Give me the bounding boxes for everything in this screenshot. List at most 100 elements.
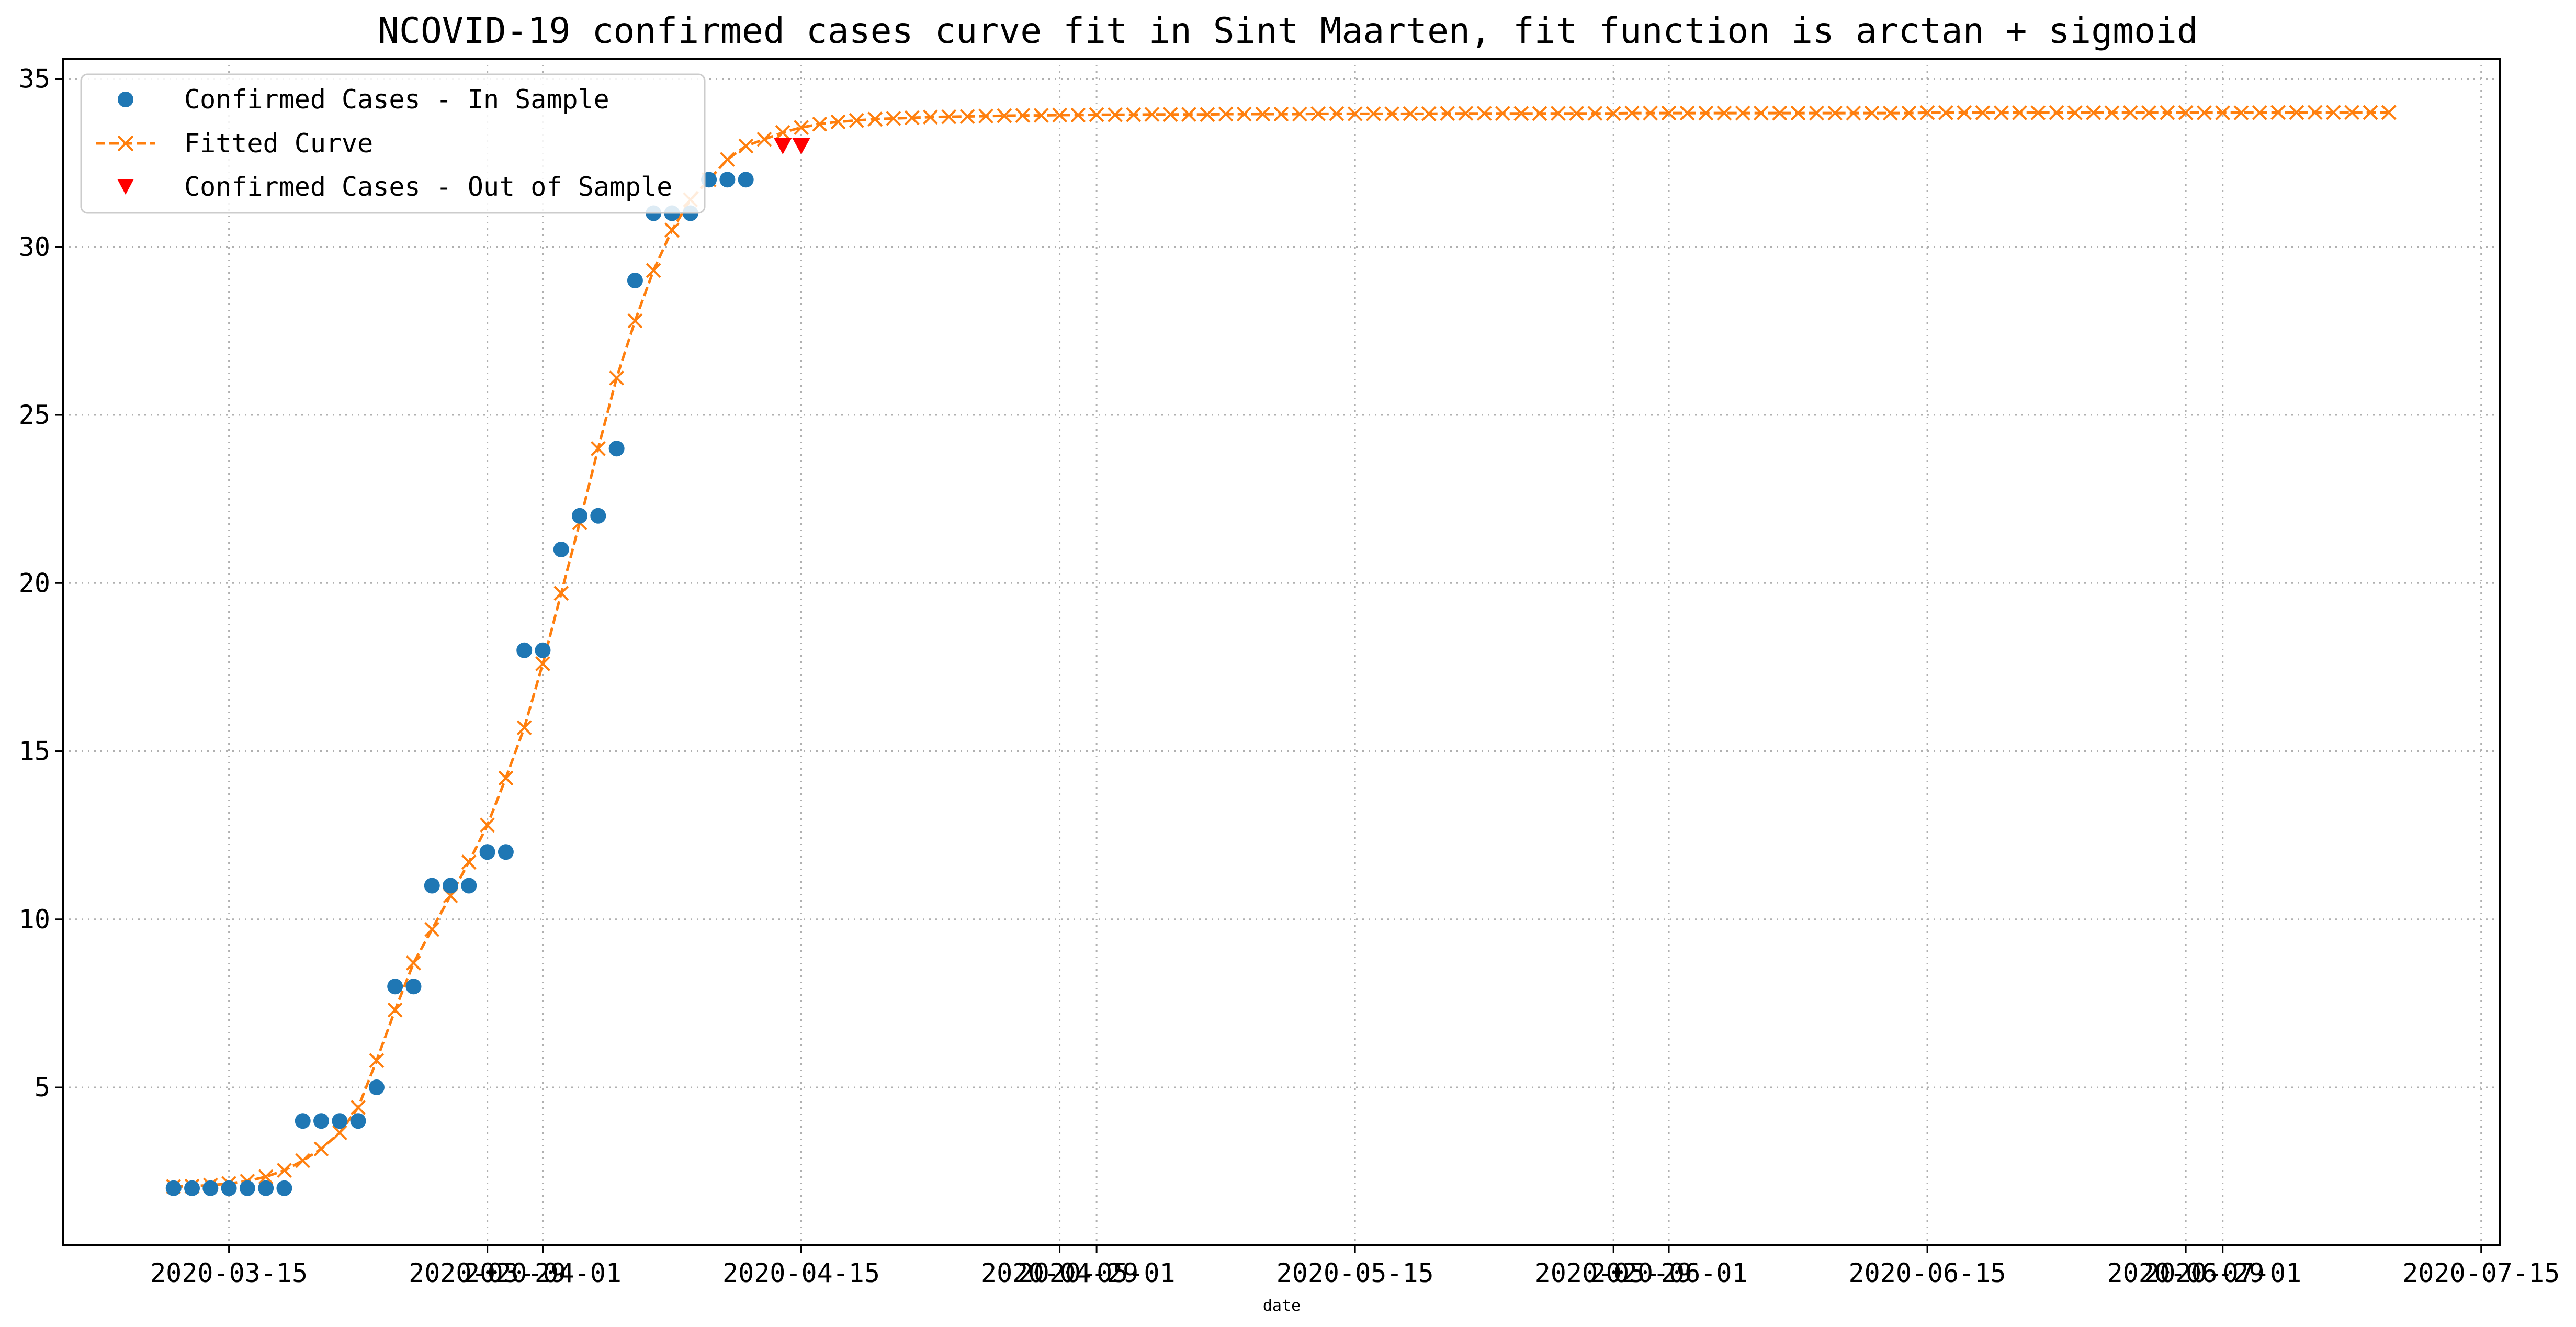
- fitted-point: [1200, 107, 1215, 122]
- fitted-point: [2196, 105, 2212, 120]
- in-sample-point: [295, 1113, 311, 1129]
- legend-fitted-marker: [117, 135, 134, 152]
- plot-frame: [62, 58, 2501, 1246]
- x-tick-label: 2020-05-15: [1276, 1258, 1434, 1288]
- fitted-point: [1716, 105, 1732, 121]
- legend: Confirmed Cases - In Sample Fitted Curve…: [80, 73, 706, 214]
- fitted-point: [351, 1100, 366, 1115]
- fitted-point: [2086, 105, 2102, 120]
- fitted-point: [1403, 106, 1418, 121]
- x-tick-label: 2020-06-01: [1590, 1258, 1748, 1288]
- grid: [63, 59, 2500, 1245]
- fitted-point: [738, 138, 754, 154]
- fitted-point: [2344, 105, 2360, 120]
- fitted-point: [1440, 106, 1455, 121]
- chart-title: NCOVID-19 confirmed cases curve fit in S…: [378, 10, 2198, 52]
- fitted-point: [1107, 107, 1123, 122]
- fitted-point: [2122, 105, 2138, 120]
- fitted-point: [2325, 105, 2341, 120]
- x-tick-label: 2020-05-29: [1535, 1258, 1692, 1288]
- fitted-point: [794, 120, 809, 136]
- fitted-point: [1070, 107, 1086, 123]
- fitted-point: [2363, 105, 2378, 120]
- in-sample-point: [535, 642, 551, 658]
- fitted-point: [2289, 105, 2304, 120]
- fitted-curve-line: [173, 111, 2389, 1188]
- x-tick-label: 2020-06-29: [2107, 1258, 2265, 1288]
- fitted-point: [886, 110, 901, 126]
- fitted-point: [812, 116, 828, 132]
- in-sample-point: [479, 844, 495, 860]
- fitted-point: [997, 108, 1012, 123]
- fitted-point: [1310, 106, 1326, 121]
- fitted-point: [2160, 105, 2175, 120]
- fitted-point: [941, 109, 957, 125]
- fitted-point: [277, 1163, 292, 1178]
- fitted-point: [590, 441, 606, 456]
- fitted-point: [1126, 107, 1142, 122]
- fitted-point: [1052, 107, 1067, 123]
- x-tick-label: 2020-07-15: [2402, 1258, 2560, 1288]
- fitted-point: [1347, 106, 1363, 121]
- in-sample-point: [738, 172, 754, 188]
- fitted-point: [1643, 105, 1658, 121]
- in-sample-point: [313, 1113, 330, 1129]
- fitted-point: [295, 1153, 311, 1168]
- fitted-point: [2141, 105, 2156, 120]
- fitted-point: [756, 131, 772, 147]
- fitted-point: [1772, 105, 1788, 121]
- x-tick-label: 2020-07-01: [2144, 1258, 2301, 1288]
- fitted-point: [1162, 107, 1178, 122]
- fitted-point: [646, 263, 661, 278]
- fitted-point: [369, 1053, 385, 1069]
- fitted-point: [1181, 107, 1196, 122]
- fitted-point: [2307, 105, 2323, 120]
- fitted-point: [516, 720, 532, 735]
- x-tick-label: 2020-06-15: [1849, 1258, 2006, 1288]
- fitted-point: [461, 854, 477, 870]
- fitted-curve-series: [166, 105, 2397, 1194]
- in-sample-point: [332, 1113, 348, 1129]
- x-tick-label: 2020-05-01: [1018, 1258, 1176, 1288]
- out-of-sample-point: [774, 138, 792, 155]
- fitted-point: [830, 114, 846, 130]
- fitted-point: [1513, 106, 1529, 121]
- fitted-point: [1458, 106, 1474, 121]
- fitted-point: [609, 370, 625, 386]
- fitted-point: [480, 817, 495, 833]
- in-sample-point: [368, 1079, 385, 1096]
- fitted-point: [1255, 106, 1271, 122]
- legend-out-of-sample-marker: [117, 179, 134, 195]
- in-sample-point: [405, 979, 422, 995]
- legend-in-sample-marker: [118, 92, 133, 107]
- in-sample-point: [424, 878, 440, 894]
- legend-fitted-label: Fitted Curve: [184, 128, 373, 159]
- fitted-point: [1698, 105, 1714, 121]
- fitted-point: [1550, 106, 1566, 121]
- fitted-point: [1679, 105, 1695, 121]
- fitted-point: [2012, 105, 2027, 120]
- in-sample-point: [202, 1180, 219, 1196]
- fitted-point: [1329, 106, 1345, 121]
- x-tick-label: 2020-03-29: [409, 1258, 566, 1288]
- fitted-point: [1476, 106, 1492, 121]
- out-of-sample-point: [792, 138, 810, 155]
- fitted-point: [1218, 106, 1234, 122]
- in-sample-point: [498, 844, 514, 860]
- fitted-point: [978, 108, 993, 124]
- fitted-point: [1569, 106, 1585, 121]
- fitted-point: [406, 955, 421, 971]
- fitted-point: [1919, 105, 1935, 120]
- fitted-point: [2049, 105, 2064, 120]
- fitted-point: [1144, 107, 1160, 122]
- in-sample-point: [590, 508, 606, 524]
- fitted-point: [332, 1125, 347, 1141]
- fitted-point: [1015, 108, 1031, 123]
- in-sample-series: [165, 172, 754, 1196]
- fitted-point: [1975, 105, 1991, 120]
- fitted-point: [1957, 105, 1972, 120]
- fitted-point: [2030, 105, 2046, 120]
- fitted-point: [719, 152, 735, 167]
